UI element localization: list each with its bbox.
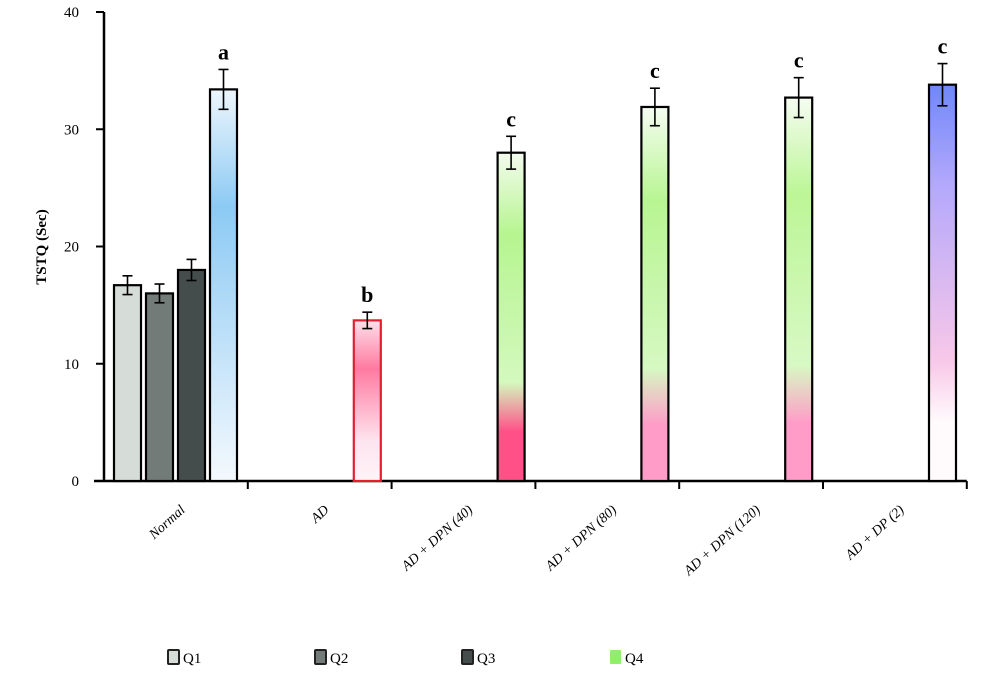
- legend-label: Q1: [183, 651, 201, 667]
- legend-swatch-q3: [461, 649, 474, 665]
- x-tick-label: AD + DPN (40): [399, 503, 477, 575]
- legend-swatch-q4: [610, 650, 621, 664]
- significance-label: b: [361, 282, 373, 307]
- bar-q4: [208, 88, 239, 483]
- bar-q4: [927, 83, 958, 483]
- y-tick-label: 30: [64, 122, 79, 138]
- legend-swatch-q1: [167, 649, 180, 665]
- y-tick-label: 20: [64, 240, 79, 256]
- y-tick-label: 40: [64, 5, 79, 21]
- legend-label: Q4: [625, 651, 644, 667]
- bars: a b c c c c: [112, 34, 958, 483]
- x-tick-label: AD: [308, 503, 333, 527]
- bar-q4: [352, 319, 382, 483]
- y-tick-label: 0: [72, 474, 80, 490]
- y-axis-label: TSTQ (Sec): [34, 209, 50, 284]
- legend-swatch-q2: [314, 649, 327, 665]
- x-tick-label: AD + DPN (120): [681, 503, 764, 580]
- significance-label: c: [938, 34, 948, 59]
- significance-label: a: [218, 39, 229, 64]
- legend: Q1 Q2 Q3 Q4: [167, 649, 644, 667]
- significance-label: c: [794, 48, 804, 73]
- significance-label: c: [650, 58, 660, 83]
- x-tick-label: Normal: [146, 503, 189, 544]
- legend-label: Q3: [477, 651, 495, 667]
- bar-q2: [144, 292, 175, 483]
- bar-q4: [640, 105, 670, 483]
- y-tick-label: 10: [64, 357, 79, 373]
- bar-q4: [784, 96, 814, 483]
- bar-q1: [112, 284, 143, 483]
- significance-label: c: [506, 106, 516, 131]
- bar-q4: [496, 151, 526, 483]
- x-tick-label: AD + DP (2): [842, 503, 908, 564]
- x-tick-label: AD + DPN (80): [542, 503, 620, 575]
- legend-label: Q2: [330, 651, 348, 667]
- bar-q3: [176, 268, 207, 483]
